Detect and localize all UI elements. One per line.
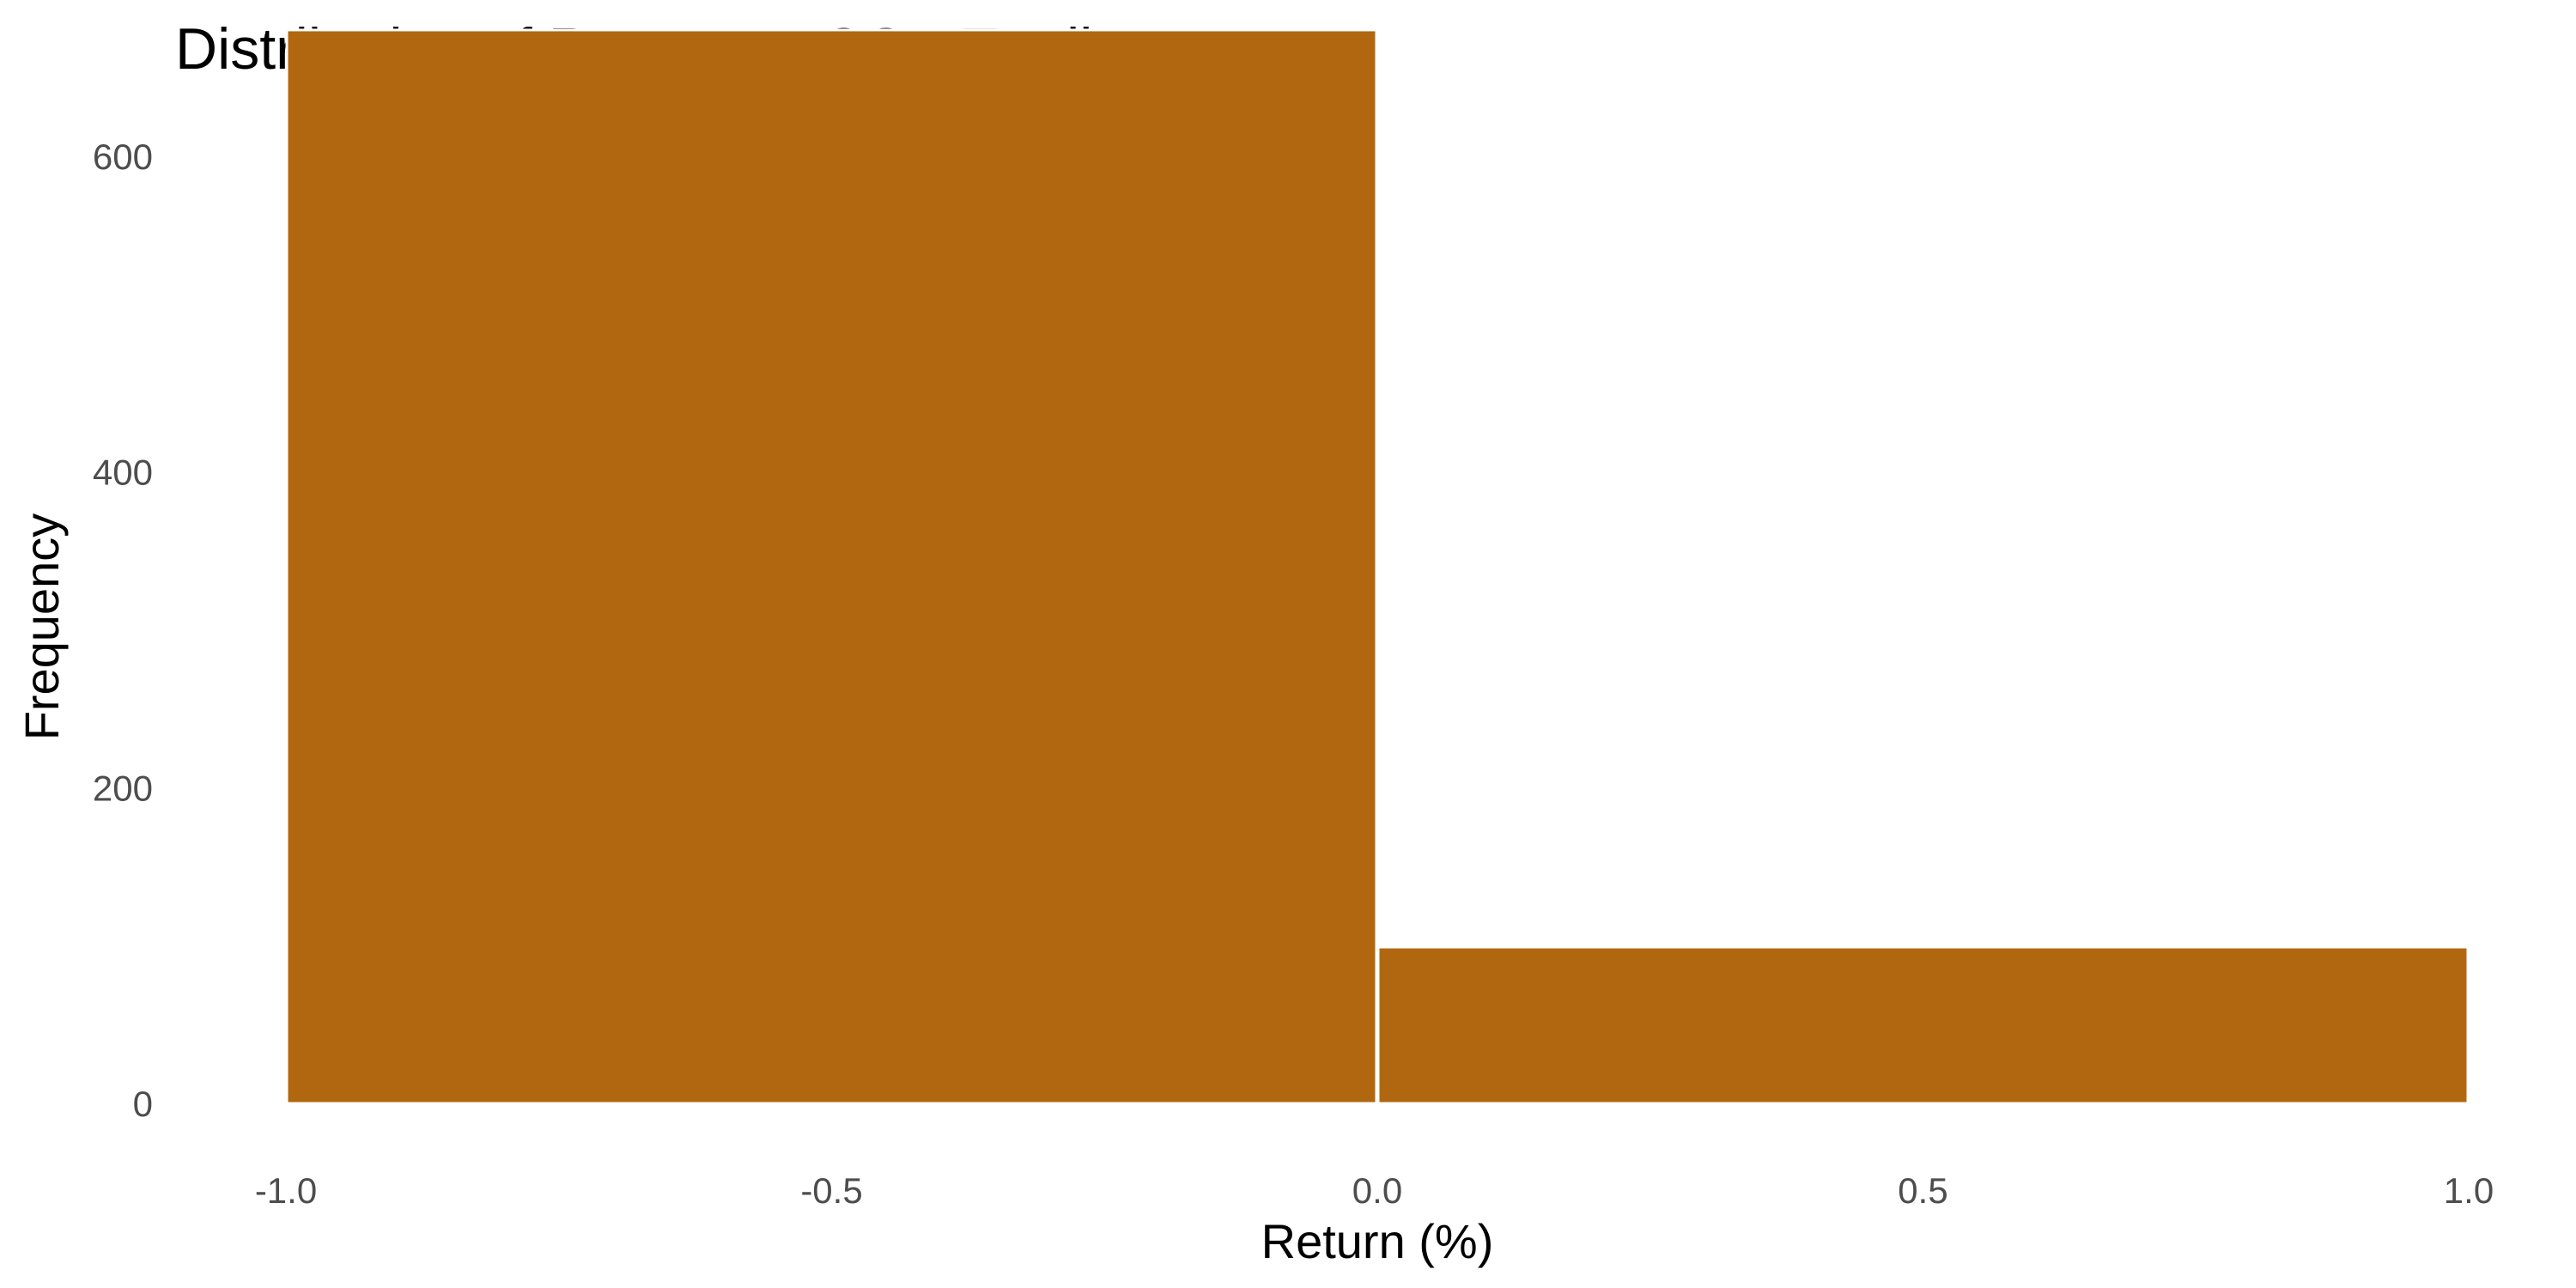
x-tick-label-3: 0.0 [1352, 1170, 1402, 1211]
y-tick-label-4: 600 [93, 137, 153, 177]
histogram-bar-2 [1376, 945, 2470, 1105]
y-tick-labels: 0 200 400 600 [93, 137, 153, 1124]
y-tick-label-3: 400 [93, 453, 153, 493]
y-tick-label-1: 0 [133, 1084, 153, 1124]
y-tick-label-2: 200 [93, 768, 153, 808]
x-axis-label: Return (%) [1261, 1214, 1494, 1268]
x-tick-label-5: 1.0 [2444, 1170, 2494, 1211]
y-axis-label: Frequency [15, 513, 69, 741]
x-tick-labels: -1.0 -0.5 0.0 0.5 1.0 [255, 1170, 2494, 1211]
bars-layer [285, 28, 2470, 1105]
x-tick-label-2: -0.5 [800, 1170, 862, 1211]
histogram-bar-1 [285, 28, 1378, 1105]
x-tick-label-4: 0.5 [1898, 1170, 1947, 1211]
x-tick-label-1: -1.0 [255, 1170, 317, 1211]
